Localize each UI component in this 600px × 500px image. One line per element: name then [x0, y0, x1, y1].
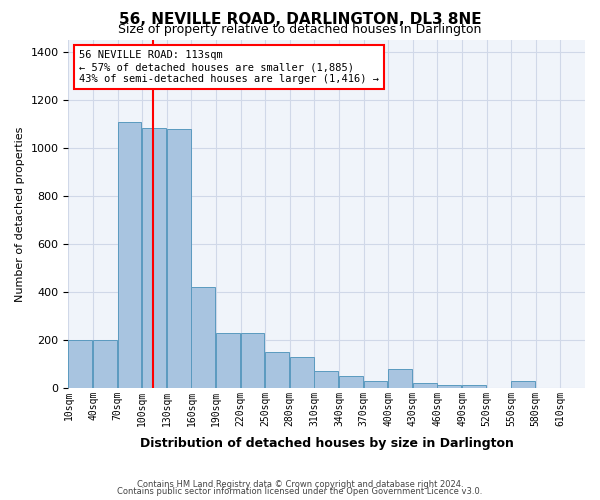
- Bar: [216, 332, 240, 388]
- Bar: [388, 368, 412, 388]
- Bar: [364, 380, 388, 388]
- Bar: [93, 340, 117, 388]
- Bar: [413, 383, 437, 388]
- Text: 56, NEVILLE ROAD, DARLINGTON, DL3 8NE: 56, NEVILLE ROAD, DARLINGTON, DL3 8NE: [119, 12, 481, 28]
- Bar: [290, 356, 314, 388]
- Bar: [462, 386, 486, 388]
- Y-axis label: Number of detached properties: Number of detached properties: [15, 126, 25, 302]
- Bar: [511, 380, 535, 388]
- Bar: [142, 128, 166, 388]
- Text: Size of property relative to detached houses in Darlington: Size of property relative to detached ho…: [118, 22, 482, 36]
- Bar: [265, 352, 289, 388]
- Bar: [241, 332, 265, 388]
- Bar: [68, 340, 92, 388]
- Bar: [437, 386, 461, 388]
- Text: Contains public sector information licensed under the Open Government Licence v3: Contains public sector information licen…: [118, 488, 482, 496]
- Text: 56 NEVILLE ROAD: 113sqm
← 57% of detached houses are smaller (1,885)
43% of semi: 56 NEVILLE ROAD: 113sqm ← 57% of detache…: [79, 50, 379, 84]
- Bar: [191, 287, 215, 388]
- Text: Contains HM Land Registry data © Crown copyright and database right 2024.: Contains HM Land Registry data © Crown c…: [137, 480, 463, 489]
- Bar: [339, 376, 363, 388]
- Bar: [314, 371, 338, 388]
- X-axis label: Distribution of detached houses by size in Darlington: Distribution of detached houses by size …: [140, 437, 514, 450]
- Bar: [118, 122, 142, 388]
- Bar: [167, 129, 191, 388]
